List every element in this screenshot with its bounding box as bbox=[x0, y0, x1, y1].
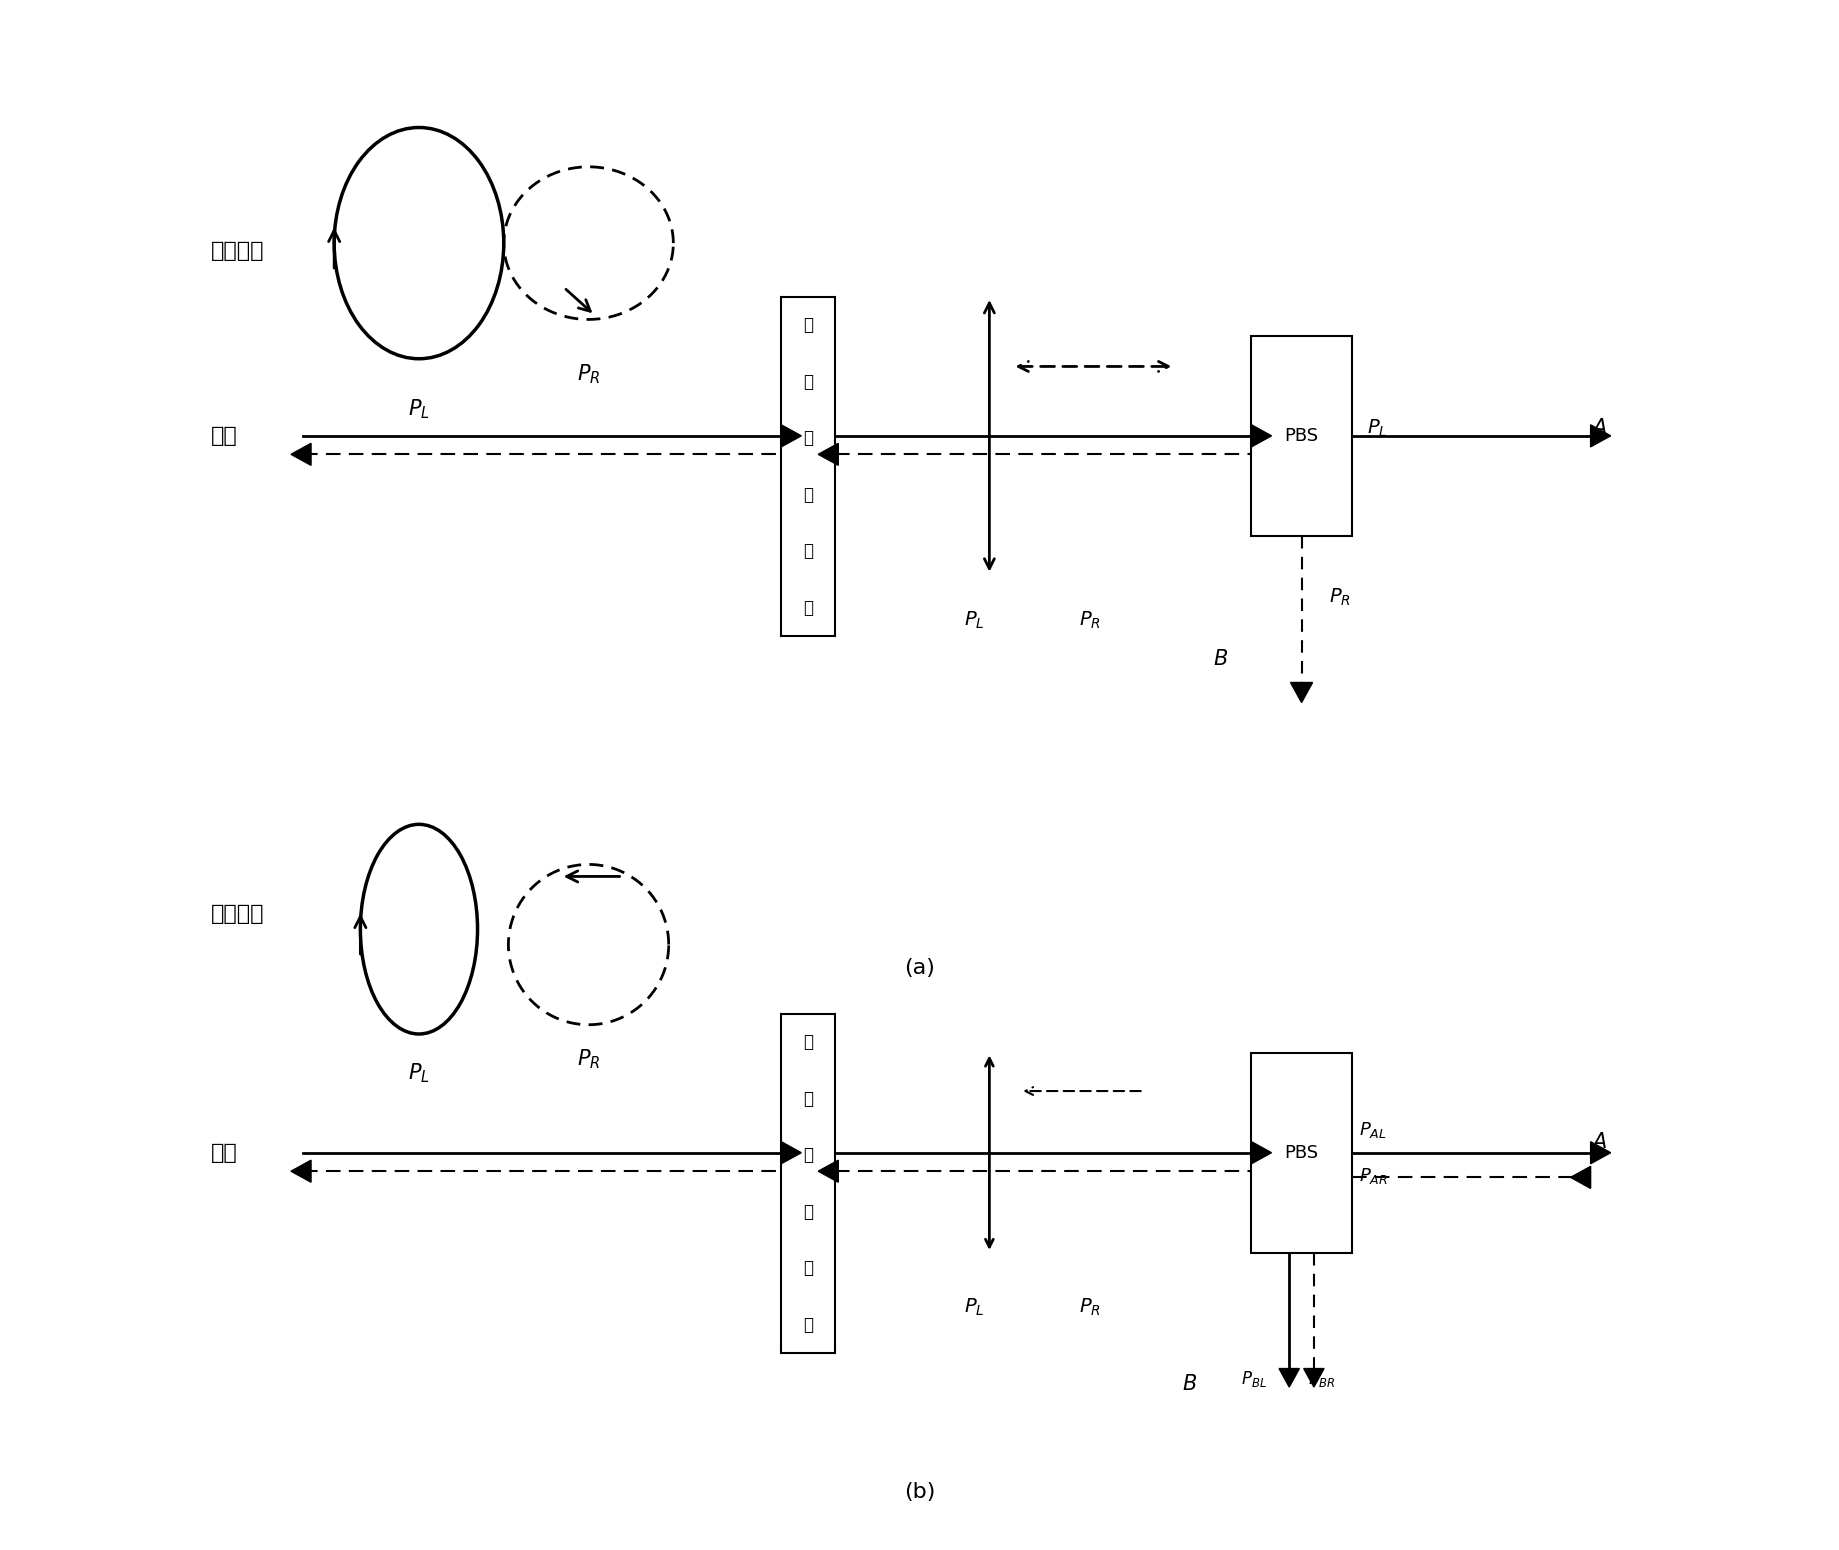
Text: $P_R$: $P_R$ bbox=[1078, 611, 1100, 631]
Text: $P_L$: $P_L$ bbox=[964, 611, 984, 631]
Text: $P_L$: $P_L$ bbox=[964, 1296, 984, 1318]
Text: $P_R$: $P_R$ bbox=[577, 363, 600, 386]
Polygon shape bbox=[291, 443, 311, 465]
Text: 四: 四 bbox=[804, 1034, 813, 1051]
Text: $P_{AL}$: $P_{AL}$ bbox=[1359, 1119, 1387, 1139]
Text: 片: 片 bbox=[804, 598, 813, 617]
Text: $P_R$: $P_R$ bbox=[1078, 1296, 1100, 1318]
Text: $P_{BL}$: $P_{BL}$ bbox=[1241, 1369, 1267, 1389]
Polygon shape bbox=[1589, 1142, 1609, 1164]
Text: 波: 波 bbox=[804, 542, 813, 561]
Polygon shape bbox=[1278, 1369, 1298, 1387]
Polygon shape bbox=[1289, 682, 1311, 702]
Text: $A$: $A$ bbox=[1589, 1132, 1605, 1152]
Polygon shape bbox=[1251, 1142, 1271, 1164]
Text: $P_L$: $P_L$ bbox=[408, 1062, 430, 1085]
Bar bbox=[1251, 336, 1352, 536]
Text: 波: 波 bbox=[804, 1259, 813, 1277]
Polygon shape bbox=[818, 1161, 839, 1183]
Text: $P_R$: $P_R$ bbox=[577, 1048, 600, 1071]
Text: $P_L$: $P_L$ bbox=[408, 397, 430, 422]
Bar bbox=[782, 1014, 835, 1353]
Bar bbox=[782, 298, 835, 636]
Polygon shape bbox=[291, 1161, 311, 1183]
Text: $P_{AR}$: $P_{AR}$ bbox=[1359, 1166, 1388, 1186]
Text: $B$: $B$ bbox=[1212, 649, 1227, 670]
Polygon shape bbox=[782, 1142, 800, 1164]
Text: 分: 分 bbox=[804, 1090, 813, 1108]
Text: (b): (b) bbox=[903, 1482, 936, 1502]
Text: $B$: $B$ bbox=[1182, 1373, 1197, 1393]
Text: 光路: 光路 bbox=[211, 426, 237, 446]
Text: 光路: 光路 bbox=[211, 1142, 237, 1162]
Bar bbox=[1251, 1052, 1352, 1252]
Text: 分: 分 bbox=[804, 374, 813, 391]
Text: $P_R$: $P_R$ bbox=[1328, 587, 1350, 608]
Text: 片: 片 bbox=[804, 1316, 813, 1335]
Text: 一: 一 bbox=[804, 1203, 813, 1221]
Text: $P_L$: $P_L$ bbox=[1366, 417, 1387, 439]
Text: PBS: PBS bbox=[1284, 1144, 1319, 1161]
Text: $A$: $A$ bbox=[1589, 418, 1605, 439]
Text: 偏振方向: 偏振方向 bbox=[211, 904, 265, 924]
Text: $P_{BR}$: $P_{BR}$ bbox=[1308, 1369, 1335, 1389]
Polygon shape bbox=[1251, 425, 1271, 446]
Polygon shape bbox=[782, 425, 800, 446]
Polygon shape bbox=[818, 443, 839, 465]
Text: 一: 一 bbox=[804, 487, 813, 504]
Text: PBS: PBS bbox=[1284, 426, 1319, 445]
Polygon shape bbox=[1571, 1166, 1589, 1189]
Polygon shape bbox=[1304, 1369, 1324, 1387]
Text: 偏振方向: 偏振方向 bbox=[211, 240, 265, 260]
Text: 之: 之 bbox=[804, 429, 813, 448]
Polygon shape bbox=[1589, 425, 1609, 446]
Text: 之: 之 bbox=[804, 1147, 813, 1164]
Text: 四: 四 bbox=[804, 316, 813, 335]
Text: (a): (a) bbox=[905, 958, 934, 978]
